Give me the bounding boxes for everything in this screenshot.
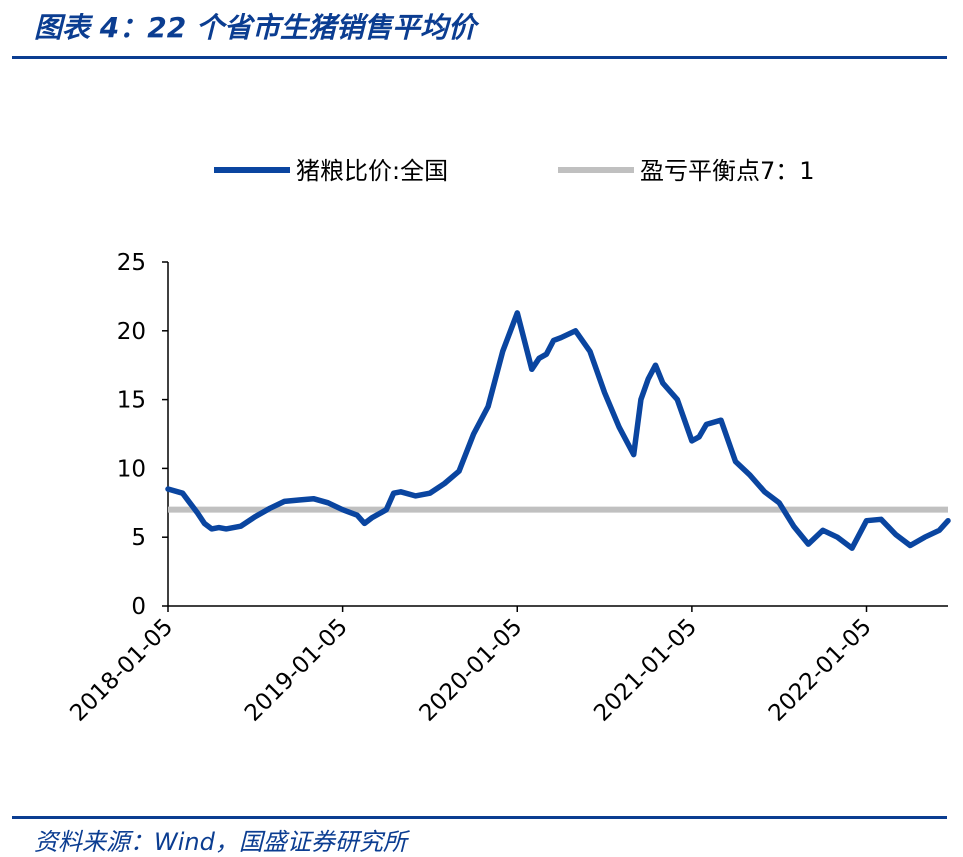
- y-ticks: 0 5 10 15 20 25: [117, 250, 168, 620]
- y-tick-label: 15: [117, 388, 146, 414]
- y-tick-label: 20: [117, 319, 146, 345]
- plot-area: [165, 310, 951, 551]
- y-tick-label: 25: [117, 250, 146, 276]
- x-tick-label: 2018-01-05: [65, 614, 178, 727]
- x-tick-label: 2020-01-05: [415, 614, 528, 727]
- chart-title: 图表 4：22 个省市生猪销售平均价: [34, 11, 476, 44]
- x-ticks: 2018-01-05 2019-01-05 2020-01-05 2021-01-05…: [65, 606, 877, 727]
- x-tick-label: 2022-01-05: [764, 614, 877, 727]
- legend-label-breakeven: 盈亏平衡点7：1: [640, 157, 815, 185]
- source-note: 资料来源：Wind，国盛证券研究所: [34, 828, 407, 856]
- x-tick-label: 2019-01-05: [240, 614, 353, 727]
- y-tick-label: 5: [131, 525, 146, 551]
- legend-label-hog-grain-ratio: 猪粮比价:全国: [296, 157, 448, 185]
- y-tick-label: 10: [117, 456, 146, 482]
- series-line-hog-grain-ratio: [165, 310, 951, 551]
- y-tick-label: 0: [131, 594, 146, 620]
- footer-divider: [12, 816, 947, 819]
- x-tick-label: 2021-01-05: [589, 614, 702, 727]
- title-divider: [12, 56, 947, 59]
